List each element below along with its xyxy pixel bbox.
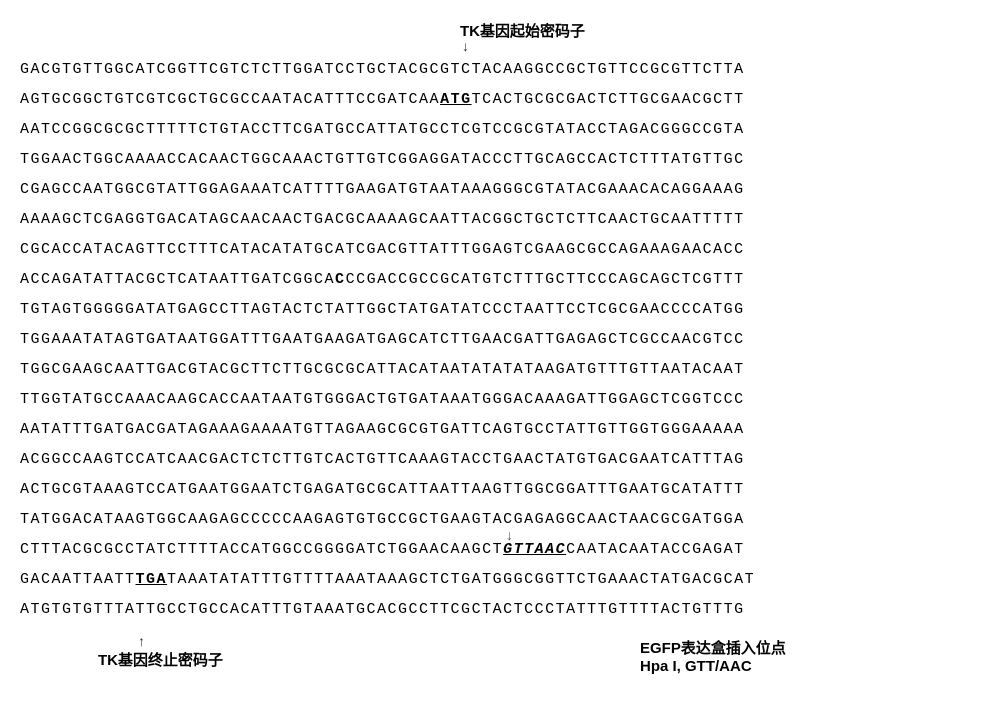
sequence-line: AATCCGGCGCGCTTTTTCTGTACCTTCGATGCCATTATGC… xyxy=(20,115,980,145)
sequence-line: CGAGCCAATGGCGTATTGGAGAAATCATTTTGAAGATGTA… xyxy=(20,175,980,205)
sequence-line: TGGAACTGGCAAAACCACAACTGGCAAACTGTTGTCGGAG… xyxy=(20,145,980,175)
sequence-line: TGGAAATATAGTGATAATGGATTTGAATGAAGATGAGCAT… xyxy=(20,325,980,355)
header-annotation: TK基因起始密码子 ↓ xyxy=(460,20,980,41)
sequence-line: AAAAGCTCGAGGTGACATAGCAACAACTGACGCAAAAGCA… xyxy=(20,205,980,235)
footer-right: EGFP表达盒插入位点 Hpa I, GTT/AAC xyxy=(640,637,786,675)
sequence-line: ACTGCGTAAAGTCCATGAATGGAATCTGAGATGCGCATTA… xyxy=(20,475,980,505)
sequence-line: GACAATTAATTTGATAAATATATTTGTTTTAAATAAAGCT… xyxy=(20,565,980,595)
sequence-line: AGTGCGGCTGTCGTCGCTGCGCCAATACATTTCCGATCAA… xyxy=(20,85,980,115)
arrow-down-icon: ↓ xyxy=(462,38,469,54)
sequence-line: GACGTGTTGGCATCGGTTCGTCTCTTGGATCCTGCTACGC… xyxy=(20,55,980,85)
sequence-line: CTTTACGCGCCTATCTTTTACCATGGCCGGGGATCTGGAA… xyxy=(20,535,980,565)
sequence-line: ACCAGATATTACGCTCATAATTGATCGGCACCCGACCGCC… xyxy=(20,265,980,295)
sequence-line: TGTAGTGGGGGATATGAGCCTTAGTACTCTATTGGCTATG… xyxy=(20,295,980,325)
sequence-line: TTGGTATGCCAAACAAGCACCAATAATGTGGGACTGTGAT… xyxy=(20,385,980,415)
sequence-block: GACGTGTTGGCATCGGTTCGTCTCTTGGATCCTGCTACGC… xyxy=(20,55,980,625)
enzyme-label: Hpa I, GTT/AAC xyxy=(640,658,786,675)
start-codon-label: TK基因起始密码子 xyxy=(460,23,585,40)
sequence-line: CGCACCATACAGTTCCTTTCATACATATGCATCGACGTTA… xyxy=(20,235,980,265)
stop-codon-label: TK基因终止密码子 xyxy=(98,652,223,669)
sequence-line: ATGTGTGTTTATTGCCTGCCACATTTGTAAATGCACGCCT… xyxy=(20,595,980,625)
sequence-line: TGGCGAAGCAATTGACGTACGCTTCTTGCGCGCATTACAT… xyxy=(20,355,980,385)
highlighted-codon: C xyxy=(335,271,346,288)
highlighted-codon: ATG xyxy=(440,91,472,108)
insert-site-label: EGFP表达盒插入位点 xyxy=(640,637,786,658)
footer-annotations: ↑ TK基因终止密码子 EGFP表达盒插入位点 Hpa I, GTT/AAC xyxy=(20,633,980,693)
sequence-line: ACGGCCAAGTCCATCAACGACTCTCTTGTCACTGTTCAAA… xyxy=(20,445,980,475)
highlighted-codon: TGA xyxy=(136,571,168,588)
sequence-line: TATGGACATAAGTGGCAAGAGCCCCCAAGAGTGTGCCGCT… xyxy=(20,505,980,535)
footer-left: ↑ TK基因终止密码子 xyxy=(98,633,223,670)
highlighted-codon: GTTAAC xyxy=(503,541,566,558)
arrow-up-icon: ↑ xyxy=(138,633,223,649)
sequence-line: AATATTTGATGACGATAGAAAGAAAATGTTAGAAGCGCGT… xyxy=(20,415,980,445)
